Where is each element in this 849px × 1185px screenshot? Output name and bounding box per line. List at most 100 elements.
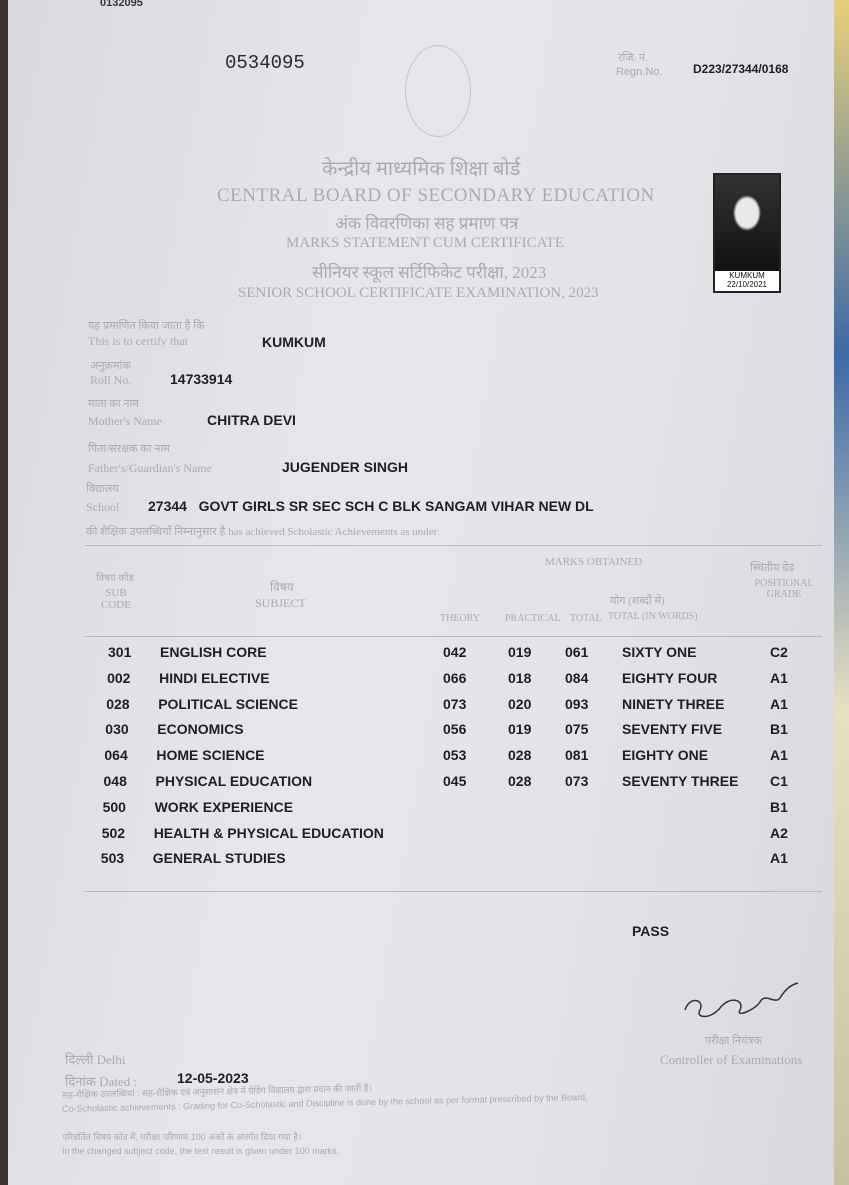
achieved-line: की शैक्षिक उपलब्धियाँ निम्नानुसार है has… xyxy=(86,526,438,538)
cell-theory: 066 xyxy=(443,669,467,686)
board-name: CENTRAL BOARD OF SECONDARY EDUCATION xyxy=(217,185,655,206)
controller-label: Controller of Examinations xyxy=(660,1052,803,1067)
regn-label-hi: रजि. नं. xyxy=(618,52,648,64)
th-grade: POSITIONAL GRADE xyxy=(754,578,814,600)
cell-words: NINETY THREE xyxy=(622,695,725,712)
cell-code: 002 xyxy=(107,669,131,686)
cell-grade: A1 xyxy=(770,747,788,764)
dated-hi: दिनांक xyxy=(65,1074,96,1089)
place: Delhi xyxy=(96,1052,126,1067)
place-hi: दिल्ली xyxy=(65,1052,94,1067)
cell-code: 028 xyxy=(106,695,130,712)
father-label: Father's/Guardian's Name xyxy=(88,461,212,475)
exam-name: SENIOR SCHOOL CERTIFICATE EXAMINATION, 2… xyxy=(238,285,599,301)
cell-theory: 053 xyxy=(443,747,467,764)
th-code: SUB CODE xyxy=(101,587,131,611)
mother-label: Mother's Name xyxy=(88,414,162,428)
cell-total: 073 xyxy=(565,773,589,789)
th-practical: PRACTICAL xyxy=(505,613,561,624)
school-label: School xyxy=(86,500,120,514)
th-marks: MARKS OBTAINED xyxy=(545,556,643,568)
top-serial: 0132095 xyxy=(100,0,143,9)
cell-words: EIGHTY FOUR xyxy=(622,669,718,686)
cell-words: SEVENTY THREE xyxy=(622,773,739,789)
cell-subject: HOME SCIENCE xyxy=(156,747,265,764)
cell-grade: B1 xyxy=(770,721,788,738)
father-name: JUGENDER SINGH xyxy=(282,459,409,475)
roll-hi: अनुक्रमांक xyxy=(90,360,131,372)
serial-number: 0534095 xyxy=(225,52,305,74)
cell-theory: 056 xyxy=(443,721,467,738)
cell-words: SEVENTY FIVE xyxy=(622,721,723,738)
cell-total: 081 xyxy=(565,747,589,764)
cell-subject: ECONOMICS xyxy=(157,721,244,738)
cell-total: 075 xyxy=(565,721,589,738)
roll-label: Roll No. xyxy=(90,373,132,387)
regn-number: D223/27344/0168 xyxy=(693,62,789,76)
header-divider xyxy=(85,636,822,637)
student-photo: KUMKUM 22/10/2021 xyxy=(713,173,781,293)
cell-practical: 018 xyxy=(508,669,532,686)
background-objects xyxy=(834,0,849,1185)
cell-code: 030 xyxy=(105,721,129,738)
cell-words: EIGHTY ONE xyxy=(622,747,709,764)
cell-subject: HEALTH & PHYSICAL EDUCATION xyxy=(153,824,384,841)
th-subject: SUBJECT xyxy=(255,596,306,610)
school-name: 27344 GOVT GIRLS SR SEC SCH C BLK SANGAM… xyxy=(148,498,594,514)
th-subject-hi: विषय xyxy=(270,580,294,594)
cell-subject: GENERAL STUDIES xyxy=(152,850,286,867)
cell-practical: 019 xyxy=(508,721,532,738)
cell-total: 061 xyxy=(565,644,589,660)
th-total: TOTAL xyxy=(570,613,602,624)
board-name-hi: केन्द्रीय माध्यमिक शिक्षा बोर्ड xyxy=(322,158,521,180)
cell-grade: A1 xyxy=(770,850,788,867)
certify-label: This is to certify that xyxy=(88,334,188,348)
cell-practical: 028 xyxy=(508,773,532,789)
cell-words: SIXTY ONE xyxy=(622,644,697,660)
cell-subject: POLITICAL SCIENCE xyxy=(158,695,298,712)
cbse-seal-watermark xyxy=(405,45,471,137)
cell-theory: 073 xyxy=(443,695,467,712)
document-title: MARKS STATEMENT CUM CERTIFICATE xyxy=(286,235,565,251)
cell-total: 093 xyxy=(565,695,589,712)
cell-grade: A1 xyxy=(770,669,788,686)
photo-date: 22/10/2021 xyxy=(726,280,768,289)
cell-grade: C1 xyxy=(770,773,788,789)
cell-subject: ENGLISH CORE xyxy=(160,644,267,660)
result-status: PASS xyxy=(632,923,670,939)
mother-hi: माता का नाम xyxy=(88,398,139,410)
cell-subject: HINDI ELECTIVE xyxy=(159,669,270,686)
note2-hi: परिवर्तित विषय कोड में, परीक्षा परिणाम 1… xyxy=(62,1132,302,1142)
cell-grade: A2 xyxy=(770,824,788,841)
dated-label: Dated : xyxy=(99,1074,137,1089)
roll-number: 14733914 xyxy=(170,371,233,387)
cell-grade: A1 xyxy=(770,695,788,712)
note2: In the changed subject code, the test re… xyxy=(62,1146,340,1156)
th-code-hi: विषय कोड xyxy=(96,573,134,584)
student-name: KUMKUM xyxy=(262,334,326,350)
th-words: TOTAL (IN WORDS) xyxy=(608,611,698,622)
cell-practical: 028 xyxy=(508,747,532,764)
cell-practical: 020 xyxy=(508,695,532,712)
cell-code: 064 xyxy=(104,747,128,764)
cell-theory: 045 xyxy=(443,773,467,789)
cell-code: 301 xyxy=(108,644,132,660)
issue-date: 12-05-2023 xyxy=(177,1070,249,1086)
mother-name: CHITRA DEVI xyxy=(207,412,296,428)
marks-table xyxy=(85,545,822,892)
cell-theory: 042 xyxy=(443,644,467,660)
regn-label: Regn.No. xyxy=(616,66,663,78)
photo-name: KUMKUM xyxy=(729,271,765,280)
cell-subject: WORK EXPERIENCE xyxy=(154,798,294,815)
marks-statement-paper xyxy=(8,0,834,1185)
cell-practical: 019 xyxy=(508,644,532,660)
th-grade-hi: स्थितीय ग्रेड xyxy=(750,562,795,574)
cell-grade: C2 xyxy=(770,644,788,660)
exam-hi: सीनियर स्कूल सर्टिफिकेट परीक्षा, 2023 xyxy=(312,263,547,282)
certify-hi: यह प्रमाणित किया जाता है कि xyxy=(88,320,205,332)
controller-signature xyxy=(684,982,799,1018)
father-hi: पिता/संरक्षक का नाम xyxy=(88,443,170,455)
cell-code: 048 xyxy=(103,773,127,789)
cell-code: 502 xyxy=(101,824,126,841)
title-hi: अंक विवरणिका सह प्रमाण पत्र xyxy=(335,214,519,233)
